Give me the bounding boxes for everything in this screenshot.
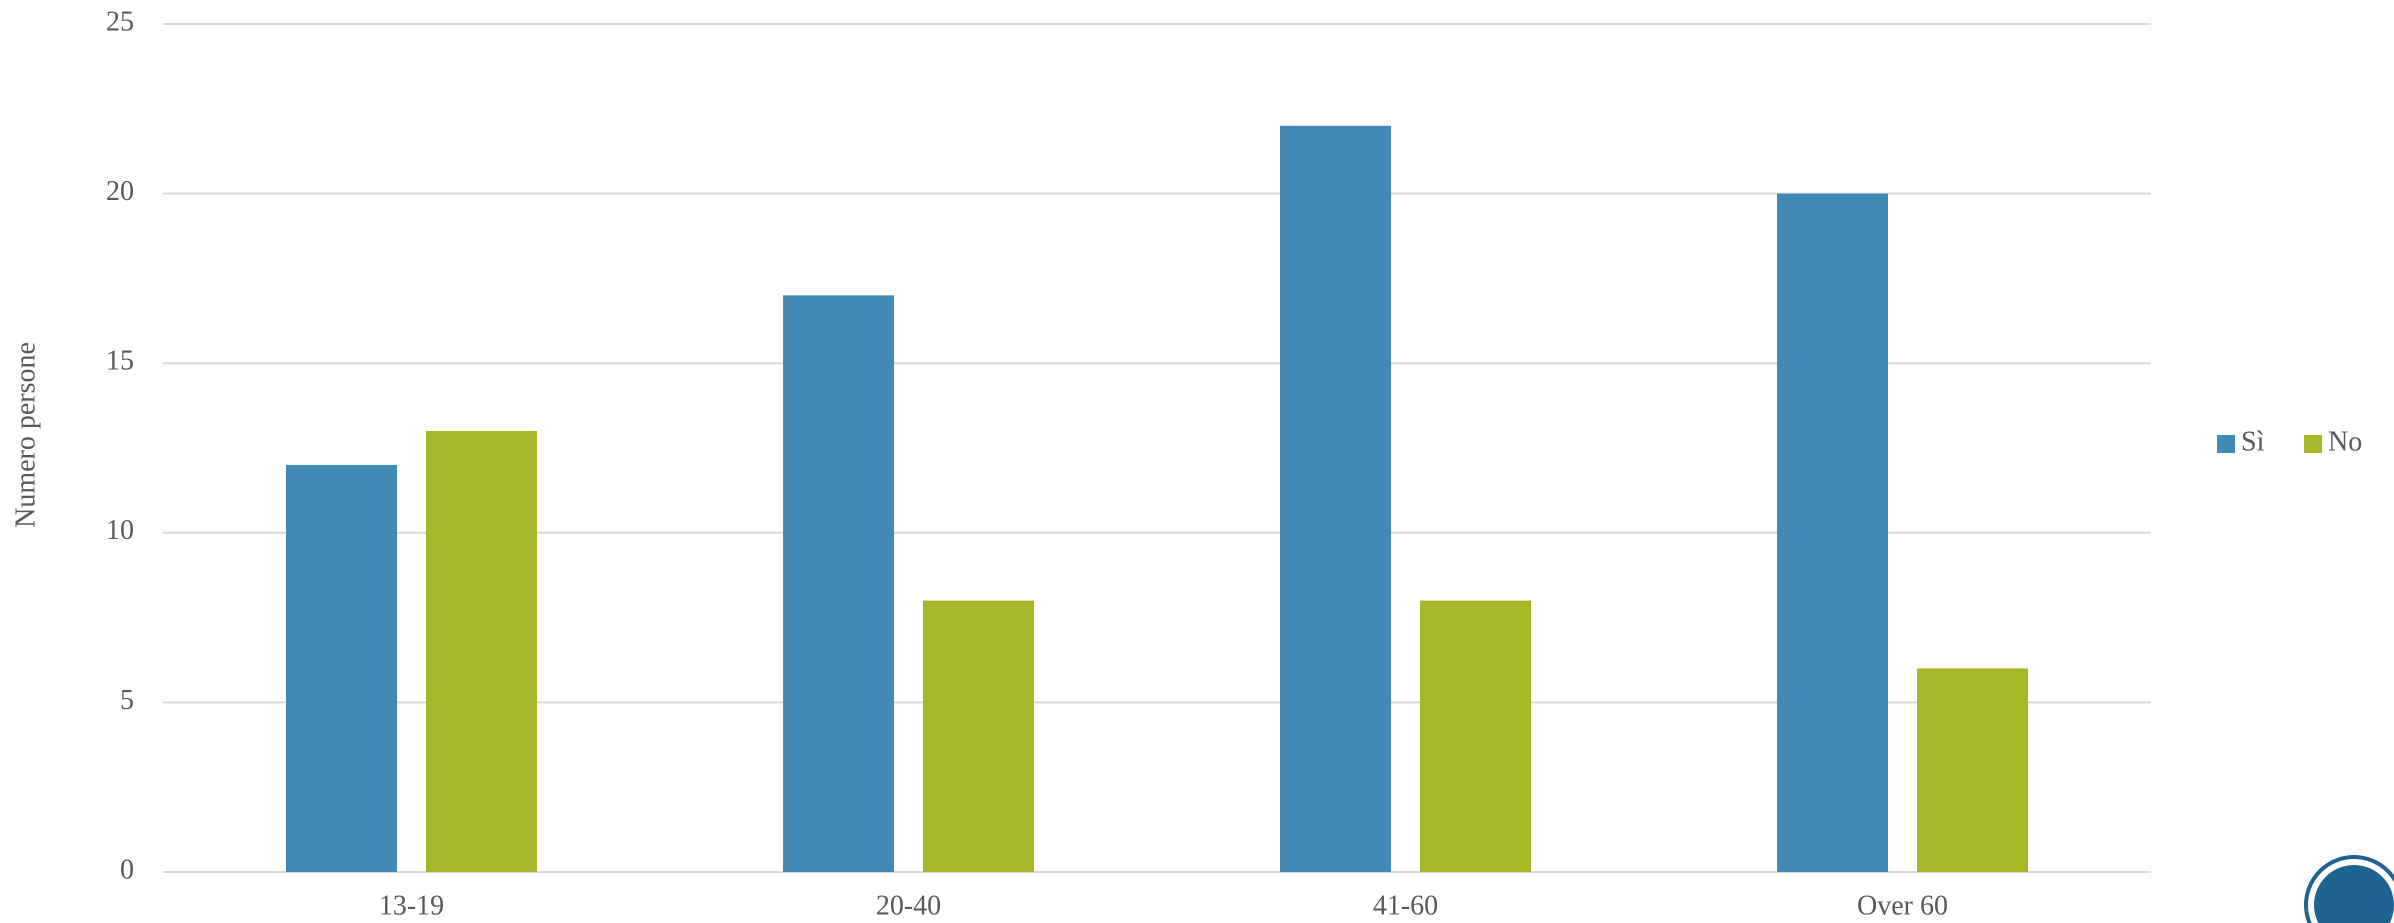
legend-swatch: [2304, 435, 2322, 453]
bar: [783, 295, 894, 872]
bar: [426, 431, 537, 872]
x-tick-label: 20-40: [876, 890, 941, 921]
logo: [2304, 855, 2394, 923]
x-tick-label: 41-60: [1373, 890, 1438, 921]
legend-label: No: [2328, 426, 2362, 457]
bar: [1280, 125, 1391, 872]
y-tick-label: 25: [106, 6, 134, 37]
bar: [1917, 668, 2028, 872]
y-tick-label: 10: [106, 515, 134, 546]
bar: [1420, 600, 1531, 872]
bar: [286, 464, 397, 872]
y-axis-label: Numero persone: [10, 342, 41, 528]
legend-swatch: [2217, 435, 2235, 453]
bar: [1777, 193, 1888, 873]
y-tick-label: 0: [120, 854, 134, 885]
y-tick-label: 15: [106, 346, 134, 377]
y-tick-label: 5: [120, 685, 134, 716]
legend-label: Sì: [2241, 426, 2265, 457]
x-tick-label: Over 60: [1857, 890, 1948, 921]
y-tick-label: 20: [106, 176, 134, 207]
x-tick-label: 13-19: [379, 890, 444, 921]
bar: [923, 600, 1034, 872]
